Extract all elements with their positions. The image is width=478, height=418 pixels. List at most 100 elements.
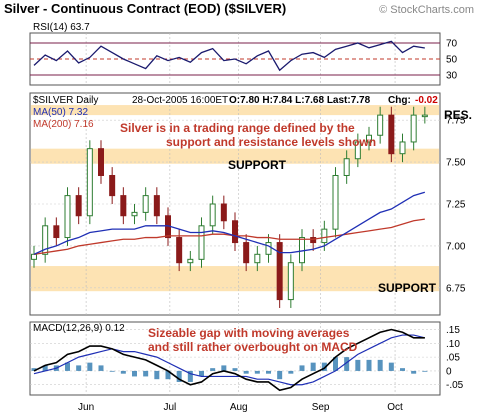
macd-histogram-bar bbox=[411, 370, 417, 374]
price-tick-label: 6.75 bbox=[446, 283, 466, 294]
price-candle bbox=[421, 114, 428, 118]
macd-histogram-bar bbox=[187, 370, 193, 382]
price-candle bbox=[287, 262, 294, 301]
macd-tick-label: -.05 bbox=[446, 380, 464, 391]
month-axis: Jun Jul Aug Sep Oct bbox=[78, 402, 403, 413]
price-candle bbox=[176, 237, 183, 264]
macd-histogram-bar bbox=[87, 362, 93, 371]
price-candle bbox=[388, 114, 395, 155]
price-candle bbox=[321, 228, 328, 244]
ma50-line bbox=[33, 191, 426, 255]
price-candle bbox=[265, 242, 272, 255]
price-candle bbox=[354, 141, 361, 160]
macd-series bbox=[31, 328, 428, 392]
price-candle bbox=[31, 253, 37, 260]
macd-histogram-bar bbox=[299, 365, 305, 371]
macd-histogram-bar bbox=[199, 370, 204, 377]
price-candle bbox=[131, 211, 138, 217]
macd-histogram-bar bbox=[120, 370, 126, 374]
month-label: Jul bbox=[163, 402, 176, 413]
price-stats: O:7.80 H:7.84 L:7.68 Last:7.78 bbox=[229, 95, 371, 106]
macd-histogram-bar bbox=[31, 368, 37, 371]
price-date: 28-Oct-2005 16:00ET bbox=[132, 95, 228, 106]
macd-histogram-bar bbox=[310, 362, 316, 371]
support-upper-label: SUPPORT bbox=[228, 158, 287, 172]
price-candle bbox=[366, 134, 372, 143]
macd-histogram-bar bbox=[254, 370, 260, 374]
price-candle bbox=[53, 225, 60, 239]
price-candle bbox=[310, 237, 317, 244]
macd-tick-label: .10 bbox=[446, 339, 460, 350]
macd-tick-label: 0 bbox=[446, 366, 452, 377]
price-annotation-line2: support and resistance levels shown bbox=[166, 135, 376, 149]
price-candle bbox=[377, 114, 384, 136]
month-label: Aug bbox=[230, 402, 248, 413]
price-candle bbox=[243, 242, 250, 264]
chart-title: Silver - Continuous Contract (EOD) ($SIL… bbox=[4, 1, 286, 16]
macd-signal-line bbox=[33, 334, 425, 386]
macd-line bbox=[33, 328, 425, 392]
macd-tick-label: .15 bbox=[446, 325, 460, 336]
macd-annotation-line1: Sizeable gap with moving averages bbox=[148, 326, 350, 340]
support-lower-label: SUPPORT bbox=[378, 281, 437, 295]
macd-histogram-bar bbox=[210, 368, 216, 371]
macd-histogram-bar bbox=[266, 370, 271, 374]
month-label: Jun bbox=[78, 402, 94, 413]
macd-histogram-bar bbox=[321, 362, 327, 371]
month-label: Oct bbox=[387, 402, 403, 413]
macd-histogram-bar bbox=[165, 370, 171, 380]
price-tick-label: 7.25 bbox=[446, 200, 466, 211]
macd-histogram-bar bbox=[288, 370, 294, 374]
price-candle bbox=[410, 114, 417, 143]
price-candle bbox=[399, 141, 406, 155]
macd-histogram-bar bbox=[422, 370, 428, 372]
resistance-label: RES. bbox=[444, 108, 472, 122]
price-band bbox=[31, 266, 439, 292]
price-band bbox=[31, 105, 439, 116]
macd-histogram-bar bbox=[243, 370, 249, 374]
macd-histogram-bar bbox=[232, 368, 238, 371]
rsi-label: RSI(14) 63.7 bbox=[33, 22, 90, 33]
macd-histogram-bar bbox=[366, 359, 372, 371]
rsi-series bbox=[33, 40, 425, 72]
price-candle bbox=[343, 158, 350, 176]
rsi-tick-label: 70 bbox=[446, 39, 458, 50]
axis-ticks: 70 50 30 7.75 7.50 7.25 7.00 6.75 .15 .10 .05 0 -.05 bbox=[446, 39, 466, 392]
price-candle bbox=[187, 258, 194, 264]
price-chg-value: -0.02 bbox=[415, 95, 438, 106]
rsi-line bbox=[33, 40, 425, 72]
price-candle bbox=[42, 225, 49, 255]
price-band bbox=[31, 148, 439, 164]
price-candle bbox=[109, 174, 116, 197]
macd-histogram-bar bbox=[109, 370, 115, 372]
macd-panel-frame bbox=[29, 321, 441, 396]
macd-annotation-line2: and still rather overbought on MACD bbox=[148, 340, 358, 354]
macd-histogram-bar bbox=[344, 357, 350, 371]
price-annotation-line1: Silver is in a trading range defined by … bbox=[120, 121, 355, 135]
price-bands bbox=[31, 105, 439, 292]
price-candle bbox=[209, 203, 216, 227]
price-tick-label: 7.50 bbox=[446, 158, 466, 169]
watermark-text: © StockCharts.com bbox=[379, 4, 474, 16]
price-candle bbox=[276, 242, 283, 301]
macd-histogram-bar bbox=[154, 370, 160, 380]
macd-histogram-bar bbox=[277, 370, 283, 380]
macd-histogram-bar bbox=[400, 368, 405, 371]
macd-histogram-bar bbox=[377, 359, 383, 371]
price-symbol: $SILVER Daily bbox=[33, 95, 98, 106]
ma200-legend: MA(200) 7.16 bbox=[33, 119, 94, 130]
month-label: Sep bbox=[312, 402, 330, 413]
rsi-tick-label: 30 bbox=[446, 71, 458, 82]
price-series bbox=[31, 106, 428, 308]
price-tick-label: 7.00 bbox=[446, 241, 466, 252]
ma200-line bbox=[33, 218, 425, 255]
macd-tick-label: .05 bbox=[446, 353, 460, 364]
price-tick-label: 7.75 bbox=[446, 116, 466, 127]
price-candle bbox=[198, 225, 205, 260]
price-candle bbox=[142, 195, 149, 213]
macd-histogram-bar bbox=[98, 365, 104, 371]
macd-histogram-bar bbox=[221, 365, 227, 371]
price-candle bbox=[75, 195, 82, 217]
